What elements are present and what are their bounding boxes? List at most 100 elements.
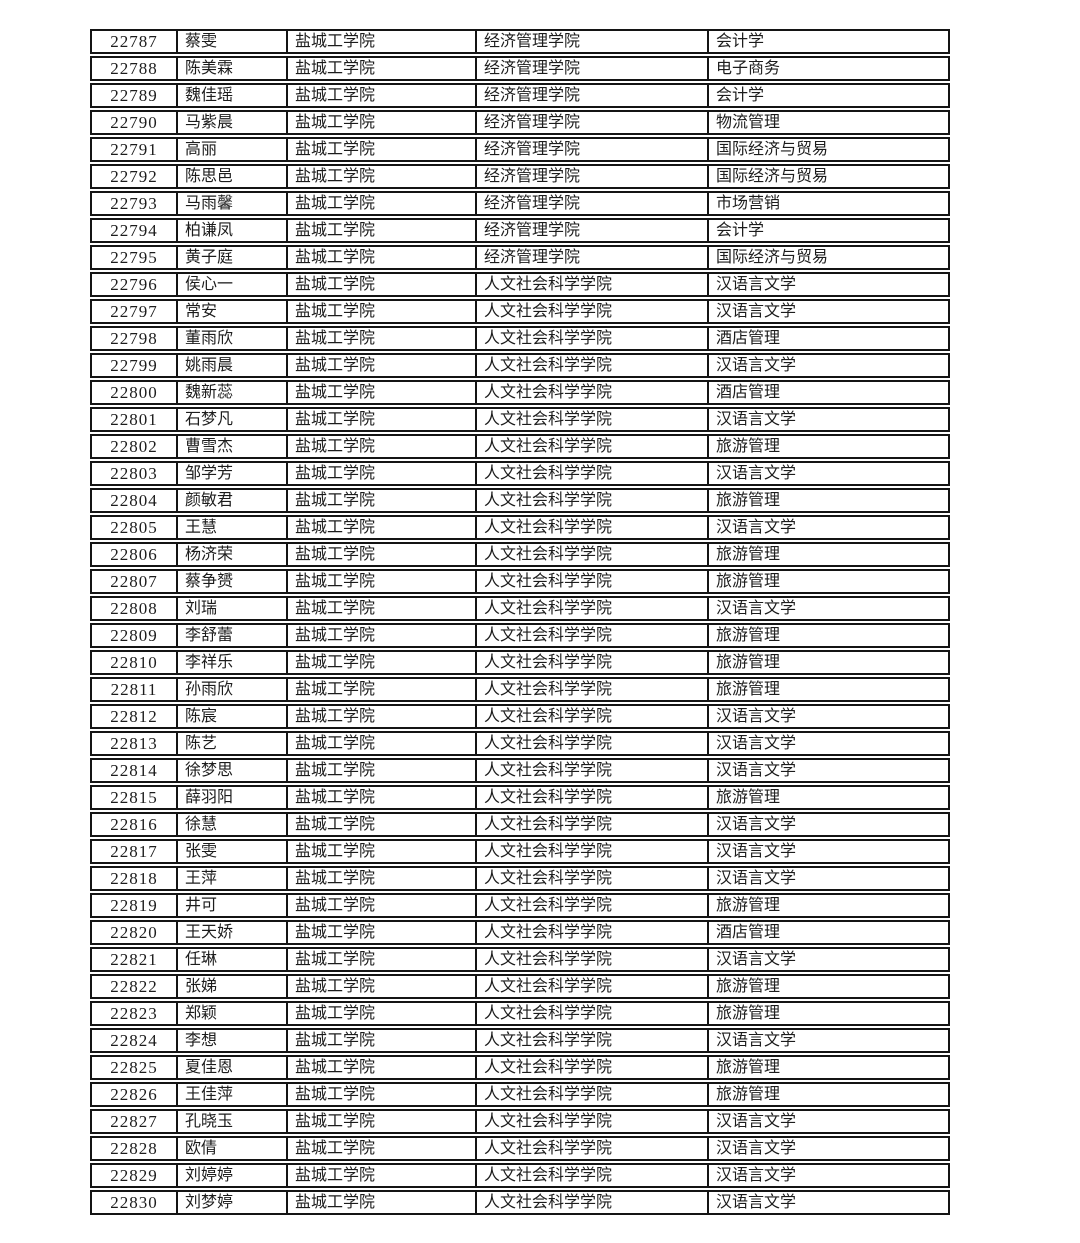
table-row: 22789 魏佳瑶 盐城工学院 经济管理学院 会计学: [90, 83, 950, 108]
cell-id: 22807: [90, 569, 177, 594]
cell-major: 市场营销: [708, 191, 950, 216]
table-row: 22828 欧倩 盐城工学院 人文社会科学学院 汉语言文学: [90, 1136, 950, 1161]
cell-college: 人文社会科学学院: [476, 920, 708, 945]
cell-college: 人文社会科学学院: [476, 677, 708, 702]
cell-college: 经济管理学院: [476, 164, 708, 189]
table-row: 22826 王佳萍 盐城工学院 人文社会科学学院 旅游管理: [90, 1082, 950, 1107]
cell-college: 人文社会科学学院: [476, 1136, 708, 1161]
cell-university: 盐城工学院: [287, 812, 476, 837]
cell-name: 刘瑞: [177, 596, 287, 621]
cell-id: 22814: [90, 758, 177, 783]
cell-id: 22824: [90, 1028, 177, 1053]
cell-id: 22799: [90, 353, 177, 378]
table-row: 22807 蔡争赟 盐城工学院 人文社会科学学院 旅游管理: [90, 569, 950, 594]
cell-university: 盐城工学院: [287, 83, 476, 108]
table-row: 22821 任琳 盐城工学院 人文社会科学学院 汉语言文学: [90, 947, 950, 972]
cell-college: 人文社会科学学院: [476, 1001, 708, 1026]
cell-college: 人文社会科学学院: [476, 272, 708, 297]
cell-id: 22794: [90, 218, 177, 243]
cell-major: 酒店管理: [708, 326, 950, 351]
table-row: 22802 曹雪杰 盐城工学院 人文社会科学学院 旅游管理: [90, 434, 950, 459]
cell-major: 汉语言文学: [708, 461, 950, 486]
cell-college: 经济管理学院: [476, 83, 708, 108]
cell-university: 盐城工学院: [287, 677, 476, 702]
cell-major: 旅游管理: [708, 623, 950, 648]
cell-university: 盐城工学院: [287, 326, 476, 351]
table-row: 22815 薛羽阳 盐城工学院 人文社会科学学院 旅游管理: [90, 785, 950, 810]
cell-college: 经济管理学院: [476, 29, 708, 54]
cell-university: 盐城工学院: [287, 380, 476, 405]
table-row: 22803 邹学芳 盐城工学院 人文社会科学学院 汉语言文学: [90, 461, 950, 486]
cell-university: 盐城工学院: [287, 974, 476, 999]
cell-name: 陈美霖: [177, 56, 287, 81]
cell-id: 22829: [90, 1163, 177, 1188]
cell-university: 盐城工学院: [287, 488, 476, 513]
cell-college: 人文社会科学学院: [476, 650, 708, 675]
table-row: 22792 陈思邑 盐城工学院 经济管理学院 国际经济与贸易: [90, 164, 950, 189]
cell-id: 22817: [90, 839, 177, 864]
cell-id: 22816: [90, 812, 177, 837]
cell-university: 盐城工学院: [287, 704, 476, 729]
cell-college: 人文社会科学学院: [476, 1190, 708, 1215]
cell-college: 人文社会科学学院: [476, 299, 708, 324]
cell-name: 张雯: [177, 839, 287, 864]
table-row: 22825 夏佳恩 盐城工学院 人文社会科学学院 旅游管理: [90, 1055, 950, 1080]
cell-university: 盐城工学院: [287, 164, 476, 189]
table-row: 22806 杨济荣 盐城工学院 人文社会科学学院 旅游管理: [90, 542, 950, 567]
cell-id: 22809: [90, 623, 177, 648]
cell-major: 国际经济与贸易: [708, 137, 950, 162]
cell-id: 22830: [90, 1190, 177, 1215]
cell-name: 魏新蕊: [177, 380, 287, 405]
cell-college: 人文社会科学学院: [476, 731, 708, 756]
cell-name: 王佳萍: [177, 1082, 287, 1107]
cell-university: 盐城工学院: [287, 461, 476, 486]
cell-major: 汉语言文学: [708, 596, 950, 621]
cell-college: 人文社会科学学院: [476, 488, 708, 513]
cell-name: 薛羽阳: [177, 785, 287, 810]
table-row: 22814 徐梦思 盐城工学院 人文社会科学学院 汉语言文学: [90, 758, 950, 783]
cell-college: 经济管理学院: [476, 218, 708, 243]
cell-college: 经济管理学院: [476, 191, 708, 216]
cell-major: 汉语言文学: [708, 758, 950, 783]
cell-name: 蔡争赟: [177, 569, 287, 594]
cell-university: 盐城工学院: [287, 650, 476, 675]
cell-id: 22805: [90, 515, 177, 540]
cell-university: 盐城工学院: [287, 1190, 476, 1215]
cell-college: 人文社会科学学院: [476, 542, 708, 567]
cell-college: 人文社会科学学院: [476, 596, 708, 621]
cell-major: 酒店管理: [708, 380, 950, 405]
cell-id: 22811: [90, 677, 177, 702]
table-row: 22818 王萍 盐城工学院 人文社会科学学院 汉语言文学: [90, 866, 950, 891]
cell-university: 盐城工学院: [287, 1136, 476, 1161]
cell-major: 旅游管理: [708, 893, 950, 918]
cell-name: 任琳: [177, 947, 287, 972]
cell-name: 常安: [177, 299, 287, 324]
cell-college: 人文社会科学学院: [476, 623, 708, 648]
cell-college: 经济管理学院: [476, 110, 708, 135]
cell-college: 人文社会科学学院: [476, 839, 708, 864]
table-row: 22817 张雯 盐城工学院 人文社会科学学院 汉语言文学: [90, 839, 950, 864]
cell-name: 王慧: [177, 515, 287, 540]
cell-college: 人文社会科学学院: [476, 407, 708, 432]
cell-id: 22815: [90, 785, 177, 810]
cell-major: 汉语言文学: [708, 947, 950, 972]
cell-major: 旅游管理: [708, 1055, 950, 1080]
cell-id: 22789: [90, 83, 177, 108]
cell-name: 徐梦思: [177, 758, 287, 783]
cell-college: 人文社会科学学院: [476, 353, 708, 378]
cell-id: 22803: [90, 461, 177, 486]
cell-university: 盐城工学院: [287, 839, 476, 864]
cell-name: 高丽: [177, 137, 287, 162]
cell-college: 人文社会科学学院: [476, 974, 708, 999]
cell-college: 人文社会科学学院: [476, 812, 708, 837]
table-row: 22827 孔晓玉 盐城工学院 人文社会科学学院 汉语言文学: [90, 1109, 950, 1134]
cell-college: 人文社会科学学院: [476, 1082, 708, 1107]
table-row: 22810 李祥乐 盐城工学院 人文社会科学学院 旅游管理: [90, 650, 950, 675]
cell-id: 22823: [90, 1001, 177, 1026]
cell-college: 人文社会科学学院: [476, 380, 708, 405]
cell-major: 汉语言文学: [708, 839, 950, 864]
cell-name: 马雨馨: [177, 191, 287, 216]
cell-university: 盐城工学院: [287, 1055, 476, 1080]
cell-college: 经济管理学院: [476, 56, 708, 81]
cell-name: 井可: [177, 893, 287, 918]
